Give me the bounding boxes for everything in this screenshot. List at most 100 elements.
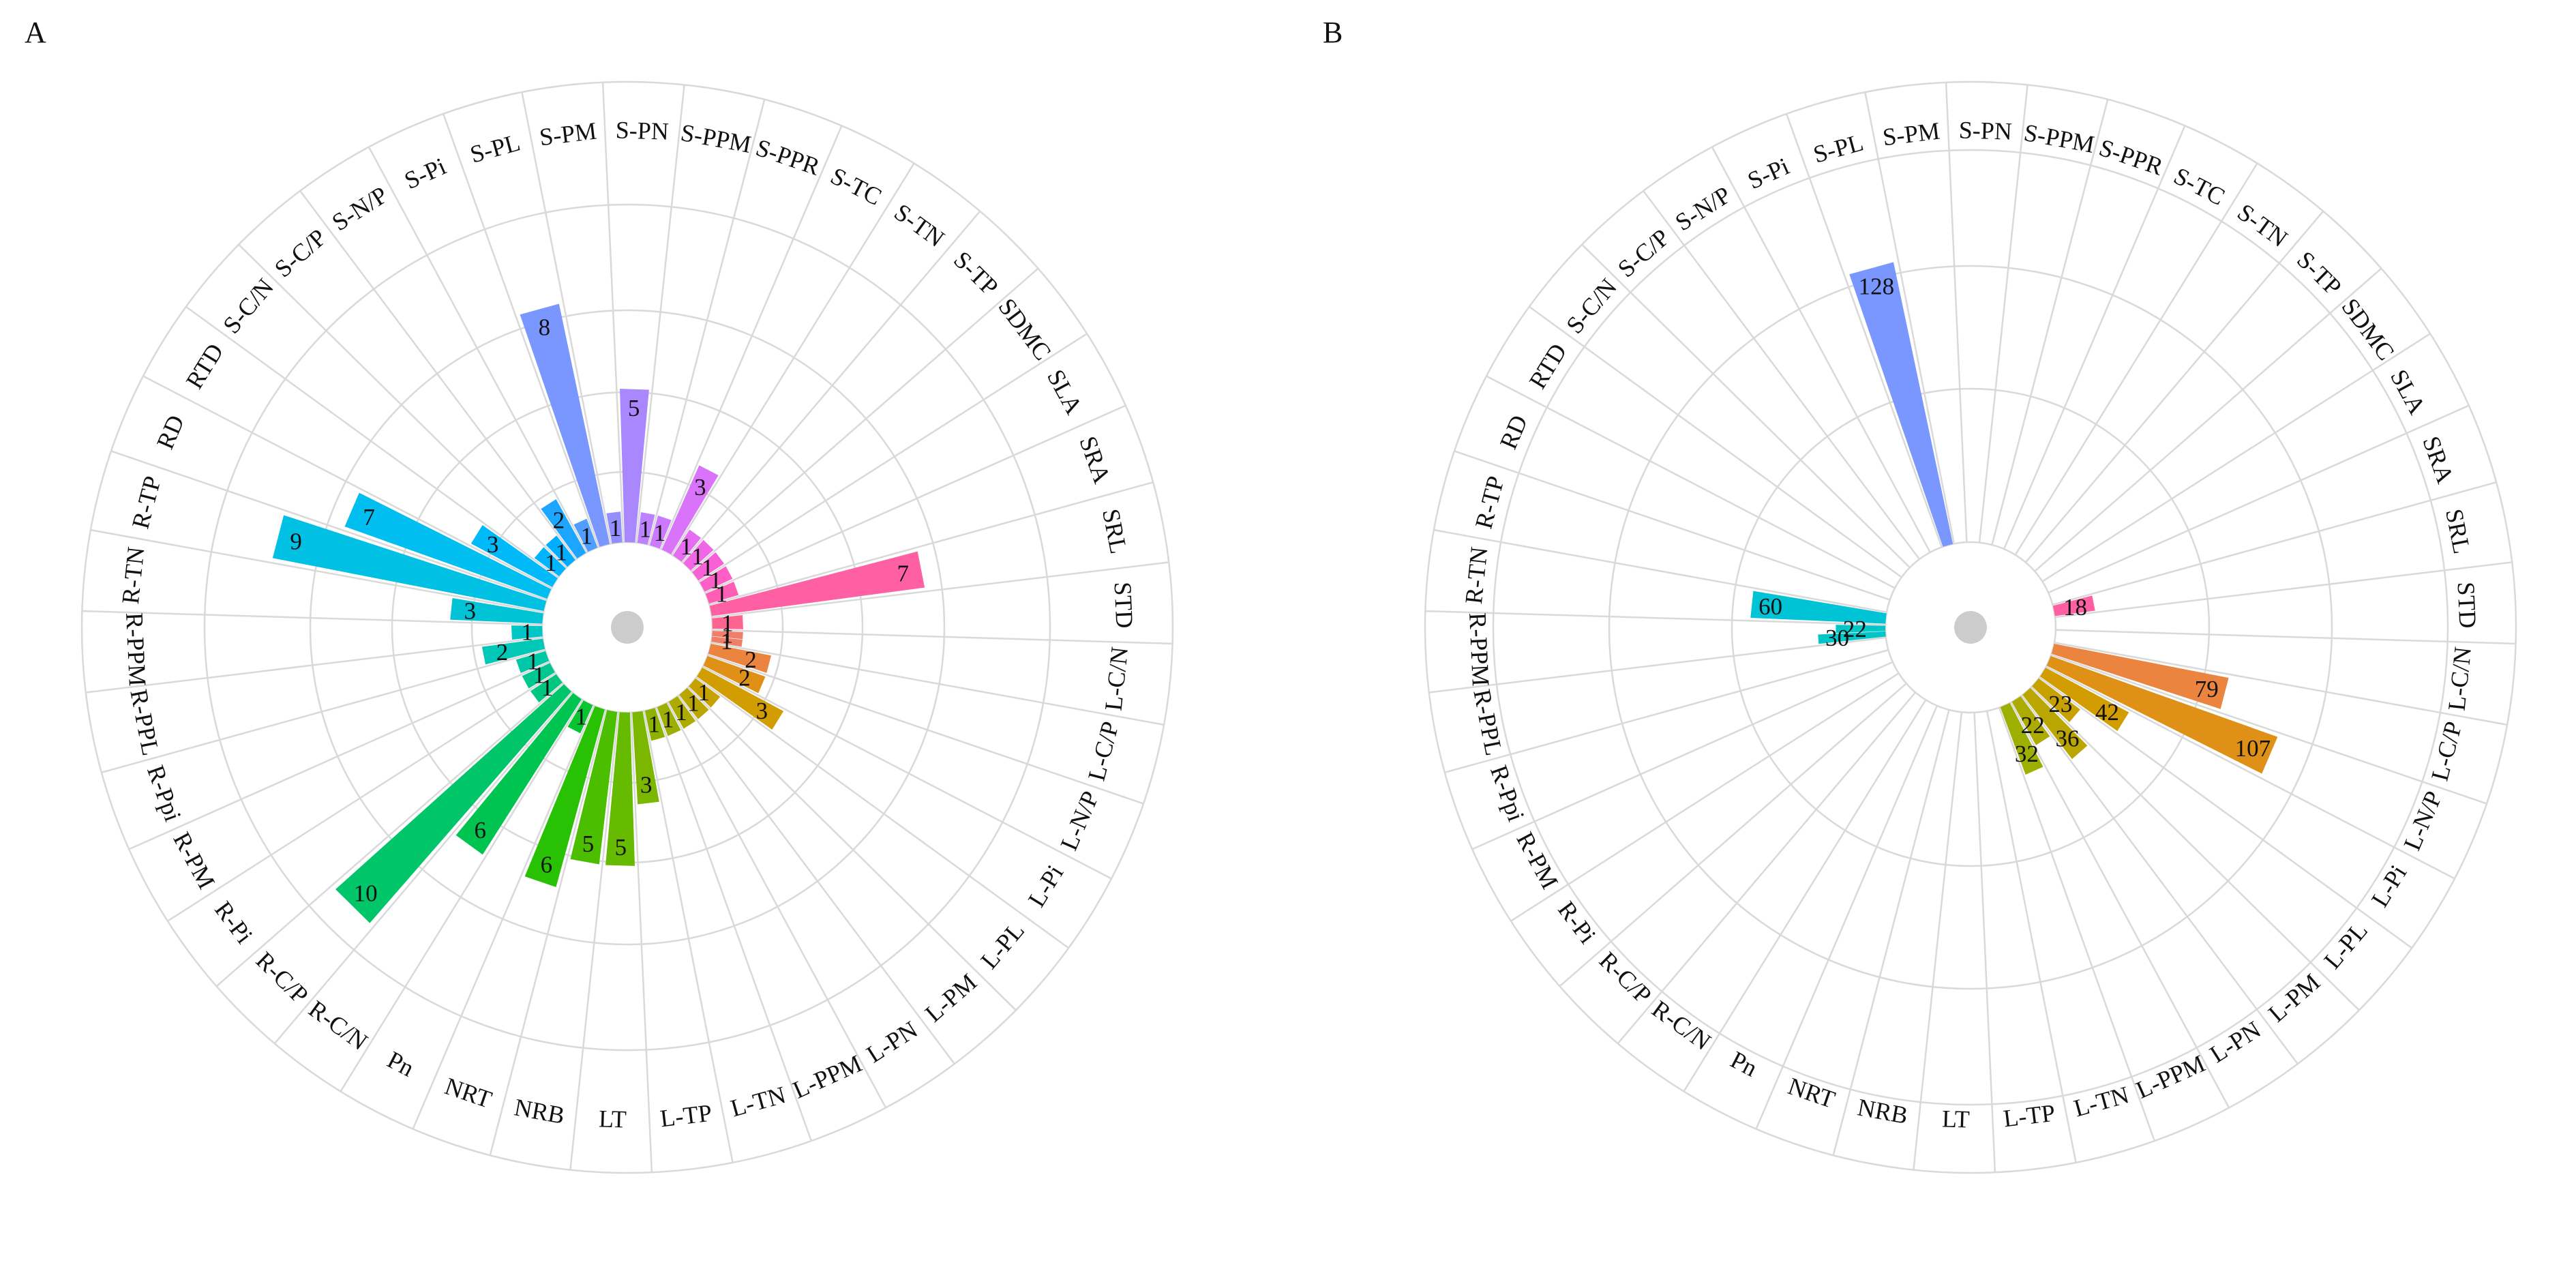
bar-l-pl <box>2032 678 2080 723</box>
variable-label: SRL <box>1097 507 1133 556</box>
variable-label: L-TP <box>2002 1099 2056 1133</box>
value-label: 3 <box>694 474 706 501</box>
grid-spoke <box>238 243 567 569</box>
grid-spoke <box>90 528 544 613</box>
bar-l-pi <box>2040 668 2129 732</box>
variable-label: SLA <box>2385 365 2431 419</box>
value-label: 1 <box>710 567 722 593</box>
value-label: 1 <box>680 533 693 560</box>
variable-label: L-PM <box>920 968 982 1028</box>
bar-r-c-p <box>335 684 571 923</box>
value-label: 3 <box>487 531 499 558</box>
panel-a-bars <box>272 303 925 923</box>
variable-label: L-Pi <box>1023 860 1069 911</box>
variable-label: L-PM <box>2263 968 2325 1028</box>
panel-a-center-hub <box>611 611 644 644</box>
bar-s-tn <box>673 529 702 562</box>
grid-spoke <box>1785 113 1943 548</box>
bar-r-ppm <box>1836 625 1886 634</box>
variable-label: S-PPM <box>678 119 753 158</box>
value-label: 18 <box>2063 594 2087 621</box>
bar-s-pl <box>1849 262 1953 547</box>
grid-spoke <box>1529 305 1902 578</box>
variable-label: S-C/P <box>269 224 331 283</box>
value-label: 1 <box>675 699 687 726</box>
grid-spoke <box>128 661 550 850</box>
grid-spoke <box>702 666 1112 880</box>
variable-label: Pn <box>1726 1046 1762 1082</box>
panel-b-bars <box>1750 262 2278 775</box>
variable-label: NRB <box>512 1093 567 1129</box>
bar-r-ppi <box>515 651 550 674</box>
bar-l-pm <box>2022 687 2088 760</box>
bar-r-pi <box>530 674 563 703</box>
value-label: 79 <box>2195 676 2219 702</box>
value-label: 2 <box>738 664 751 691</box>
bar-r-tp <box>272 515 547 612</box>
bar-srl <box>709 551 925 616</box>
value-label: 2 <box>745 646 757 673</box>
grid-spoke <box>1581 243 1911 569</box>
grid-spoke <box>695 676 1069 949</box>
grid-spoke <box>1945 82 1968 543</box>
variable-label: L-PPM <box>2132 1049 2209 1104</box>
grid-spoke <box>2054 561 2513 618</box>
variable-label: R-Ppi <box>142 762 187 825</box>
grid-spoke <box>1978 85 2028 543</box>
variable-label: S-TP <box>2292 246 2347 301</box>
grid-spoke <box>185 305 559 578</box>
bar-l-c-n <box>712 631 743 640</box>
variable-label: NRT <box>1784 1072 1838 1113</box>
variable-label: S-PN <box>615 116 669 145</box>
grid-spoke <box>412 705 595 1130</box>
value-label: 1 <box>639 516 651 542</box>
grid-spoke <box>2034 267 2382 572</box>
grid-spoke <box>2020 695 2298 1064</box>
grid-spoke <box>2054 642 2508 726</box>
variable-label: RTD <box>181 339 229 393</box>
variable-label: L-TP <box>659 1099 713 1133</box>
grid-spoke <box>2055 629 2516 645</box>
grid-spoke <box>707 654 1144 805</box>
bar-s-c-n <box>534 547 566 577</box>
grid-spoke <box>642 711 734 1163</box>
grid-spoke <box>2041 333 2431 582</box>
value-label: 1 <box>698 679 710 706</box>
variable-label: R-C/N <box>1647 995 1716 1056</box>
variable-label: LT <box>598 1105 627 1133</box>
value-label: 1 <box>580 523 593 550</box>
grid-spoke <box>704 404 1126 594</box>
value-label: 2 <box>553 507 565 533</box>
grid-spoke <box>710 642 1165 726</box>
bar-l-n-p <box>703 655 766 694</box>
value-label: 36 <box>2055 726 2079 752</box>
grid-spoke <box>2052 481 2497 606</box>
grid-spoke <box>2048 404 2470 594</box>
value-label: 9 <box>290 528 302 555</box>
grid-spoke <box>489 709 607 1156</box>
variable-label: R-PPL <box>125 687 164 758</box>
panel-a-grid <box>80 80 1174 1174</box>
variable-label: RTD <box>1524 339 1572 393</box>
bar-l-ppm <box>657 702 681 736</box>
value-label: 1 <box>687 690 700 717</box>
grid-spoke <box>1864 91 1956 544</box>
variable-label: L-C/P <box>2426 719 2468 784</box>
grid-spoke <box>691 267 1039 572</box>
grid-spoke <box>110 450 548 601</box>
value-label: 42 <box>2095 699 2119 726</box>
value-label: 1 <box>533 662 545 689</box>
value-label: 7 <box>363 504 375 531</box>
bar-s-pl <box>520 303 610 547</box>
bar-std <box>712 614 743 629</box>
variable-label: S-N/P <box>327 181 393 236</box>
grid-spoke <box>101 649 545 774</box>
variable-label: R-PPM <box>1464 612 1495 687</box>
bar-r-ppm <box>511 625 543 640</box>
value-label: 1 <box>721 628 733 655</box>
grid-spoke <box>1998 707 2156 1142</box>
variable-label: R-C/P <box>251 946 314 1009</box>
value-label: 1 <box>721 610 734 636</box>
bar-l-pm <box>679 687 709 719</box>
panel-b-grid <box>1424 80 2517 1174</box>
